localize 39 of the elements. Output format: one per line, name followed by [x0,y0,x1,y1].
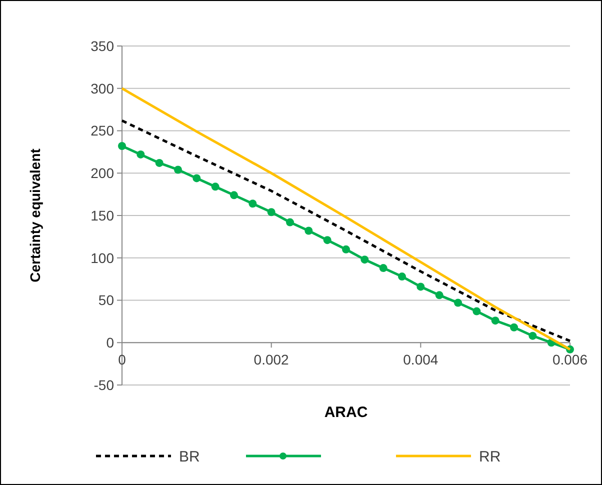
point [323,236,332,244]
point [118,142,126,150]
point [304,226,313,235]
x-tick-label: 0.002 [254,352,290,368]
y-tick-label: 250 [90,122,114,139]
y-tick-label: 200 [90,165,114,182]
point [435,291,444,300]
point [155,158,164,167]
legend-label: RR [479,448,501,466]
y-tick-label: 300 [90,80,114,96]
point [379,264,388,272]
x-tick-label: 0.006 [552,352,588,368]
point [267,208,276,216]
x-tick-label: 0.004 [403,352,438,368]
y-tick-label: 100 [90,250,114,266]
y-tick-label: 0 [106,334,114,351]
point [454,298,462,307]
point [491,316,500,325]
point [174,166,182,174]
point [360,256,369,264]
point [211,182,220,191]
point [286,218,294,226]
y-tick-label: 50 [98,292,114,308]
point [472,307,481,316]
x-axis-title: ARAC [324,404,368,421]
point [398,272,406,281]
legend-label: BR [179,448,200,466]
point [510,323,518,332]
point [192,174,201,182]
y-tick-label: 350 [90,38,114,54]
point [248,200,257,208]
y-axis-title: Certainty equivalent [27,148,43,282]
y-tick-label: -50 [94,376,114,393]
point [528,332,537,340]
point [416,282,425,291]
point [342,245,350,254]
point [136,150,145,158]
y-tick-label: 150 [90,207,114,224]
point [230,191,238,200]
